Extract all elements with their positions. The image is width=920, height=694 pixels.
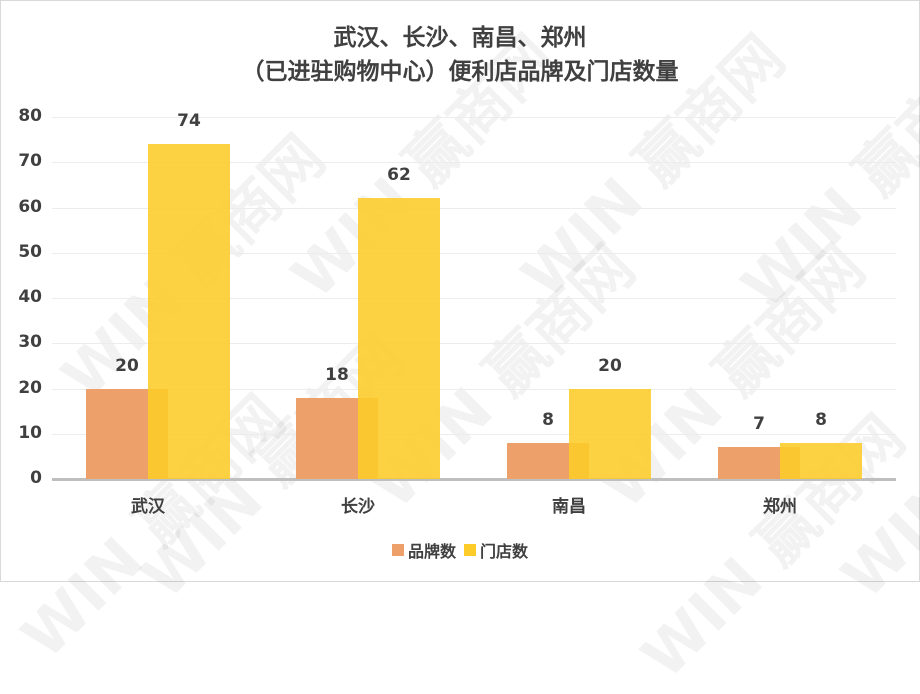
gridline: [52, 298, 896, 299]
gridline: [52, 434, 896, 435]
x-axis-line: [52, 478, 896, 481]
value-label-stores: 62: [387, 165, 411, 186]
gridline: [52, 208, 896, 209]
gridline: [52, 253, 896, 254]
value-label-brands: 7: [753, 414, 765, 435]
gridline: [52, 117, 896, 118]
y-tick-label: 80: [18, 106, 42, 126]
value-label-brands: 20: [115, 355, 139, 376]
legend-label-brands: 品牌数: [407, 542, 456, 561]
chart-title-line2: （已进驻购物中心）便利店品牌及门店数量: [241, 59, 679, 85]
y-tick-label: 10: [18, 423, 42, 443]
legend-label-stores: 门店数: [480, 542, 529, 561]
y-tick-label: 70: [18, 151, 42, 171]
value-label-brands: 8: [542, 409, 554, 430]
legend-swatch-brands: [391, 544, 404, 556]
legend-swatch-stores: [464, 544, 476, 556]
x-category-label: 郑州: [763, 497, 797, 517]
legend: 品牌数 门店数: [0, 538, 920, 562]
value-label-brands: 18: [325, 364, 349, 385]
bar-stores: [780, 442, 862, 479]
y-tick-label: 20: [18, 378, 42, 398]
x-category-label: 长沙: [341, 497, 375, 517]
gridline: [52, 343, 896, 344]
x-category-label: 武汉: [131, 497, 165, 517]
gridline: [52, 389, 896, 390]
bar-stores: [148, 144, 230, 479]
x-category-label: 南昌: [552, 497, 586, 517]
y-tick-label: 50: [18, 242, 42, 262]
legend-item-stores[interactable]: 门店数: [464, 538, 528, 562]
y-tick-label: 40: [18, 287, 42, 307]
value-label-stores: 20: [598, 355, 622, 376]
gridline: [52, 162, 896, 163]
bar-stores: [569, 388, 651, 479]
y-tick-label: 30: [18, 332, 42, 352]
value-label-stores: 8: [815, 409, 827, 430]
value-label-stores: 74: [177, 111, 201, 132]
chart-title-line1: 武汉、长沙、南昌、郑州: [333, 25, 587, 51]
y-tick-label: 0: [30, 468, 42, 488]
legend-item-brands[interactable]: 品牌数: [391, 538, 456, 562]
bar-stores: [358, 198, 440, 479]
y-tick-label: 60: [18, 197, 42, 217]
